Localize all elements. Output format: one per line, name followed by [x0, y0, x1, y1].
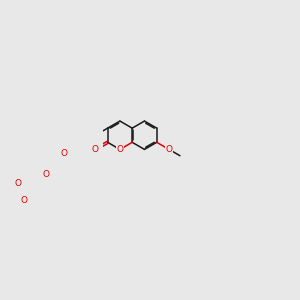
Text: O: O — [116, 145, 123, 154]
Text: O: O — [14, 179, 21, 188]
Text: O: O — [43, 170, 50, 179]
Text: O: O — [92, 145, 99, 154]
Text: O: O — [61, 149, 68, 158]
Text: O: O — [21, 196, 28, 206]
Text: O: O — [165, 145, 172, 154]
